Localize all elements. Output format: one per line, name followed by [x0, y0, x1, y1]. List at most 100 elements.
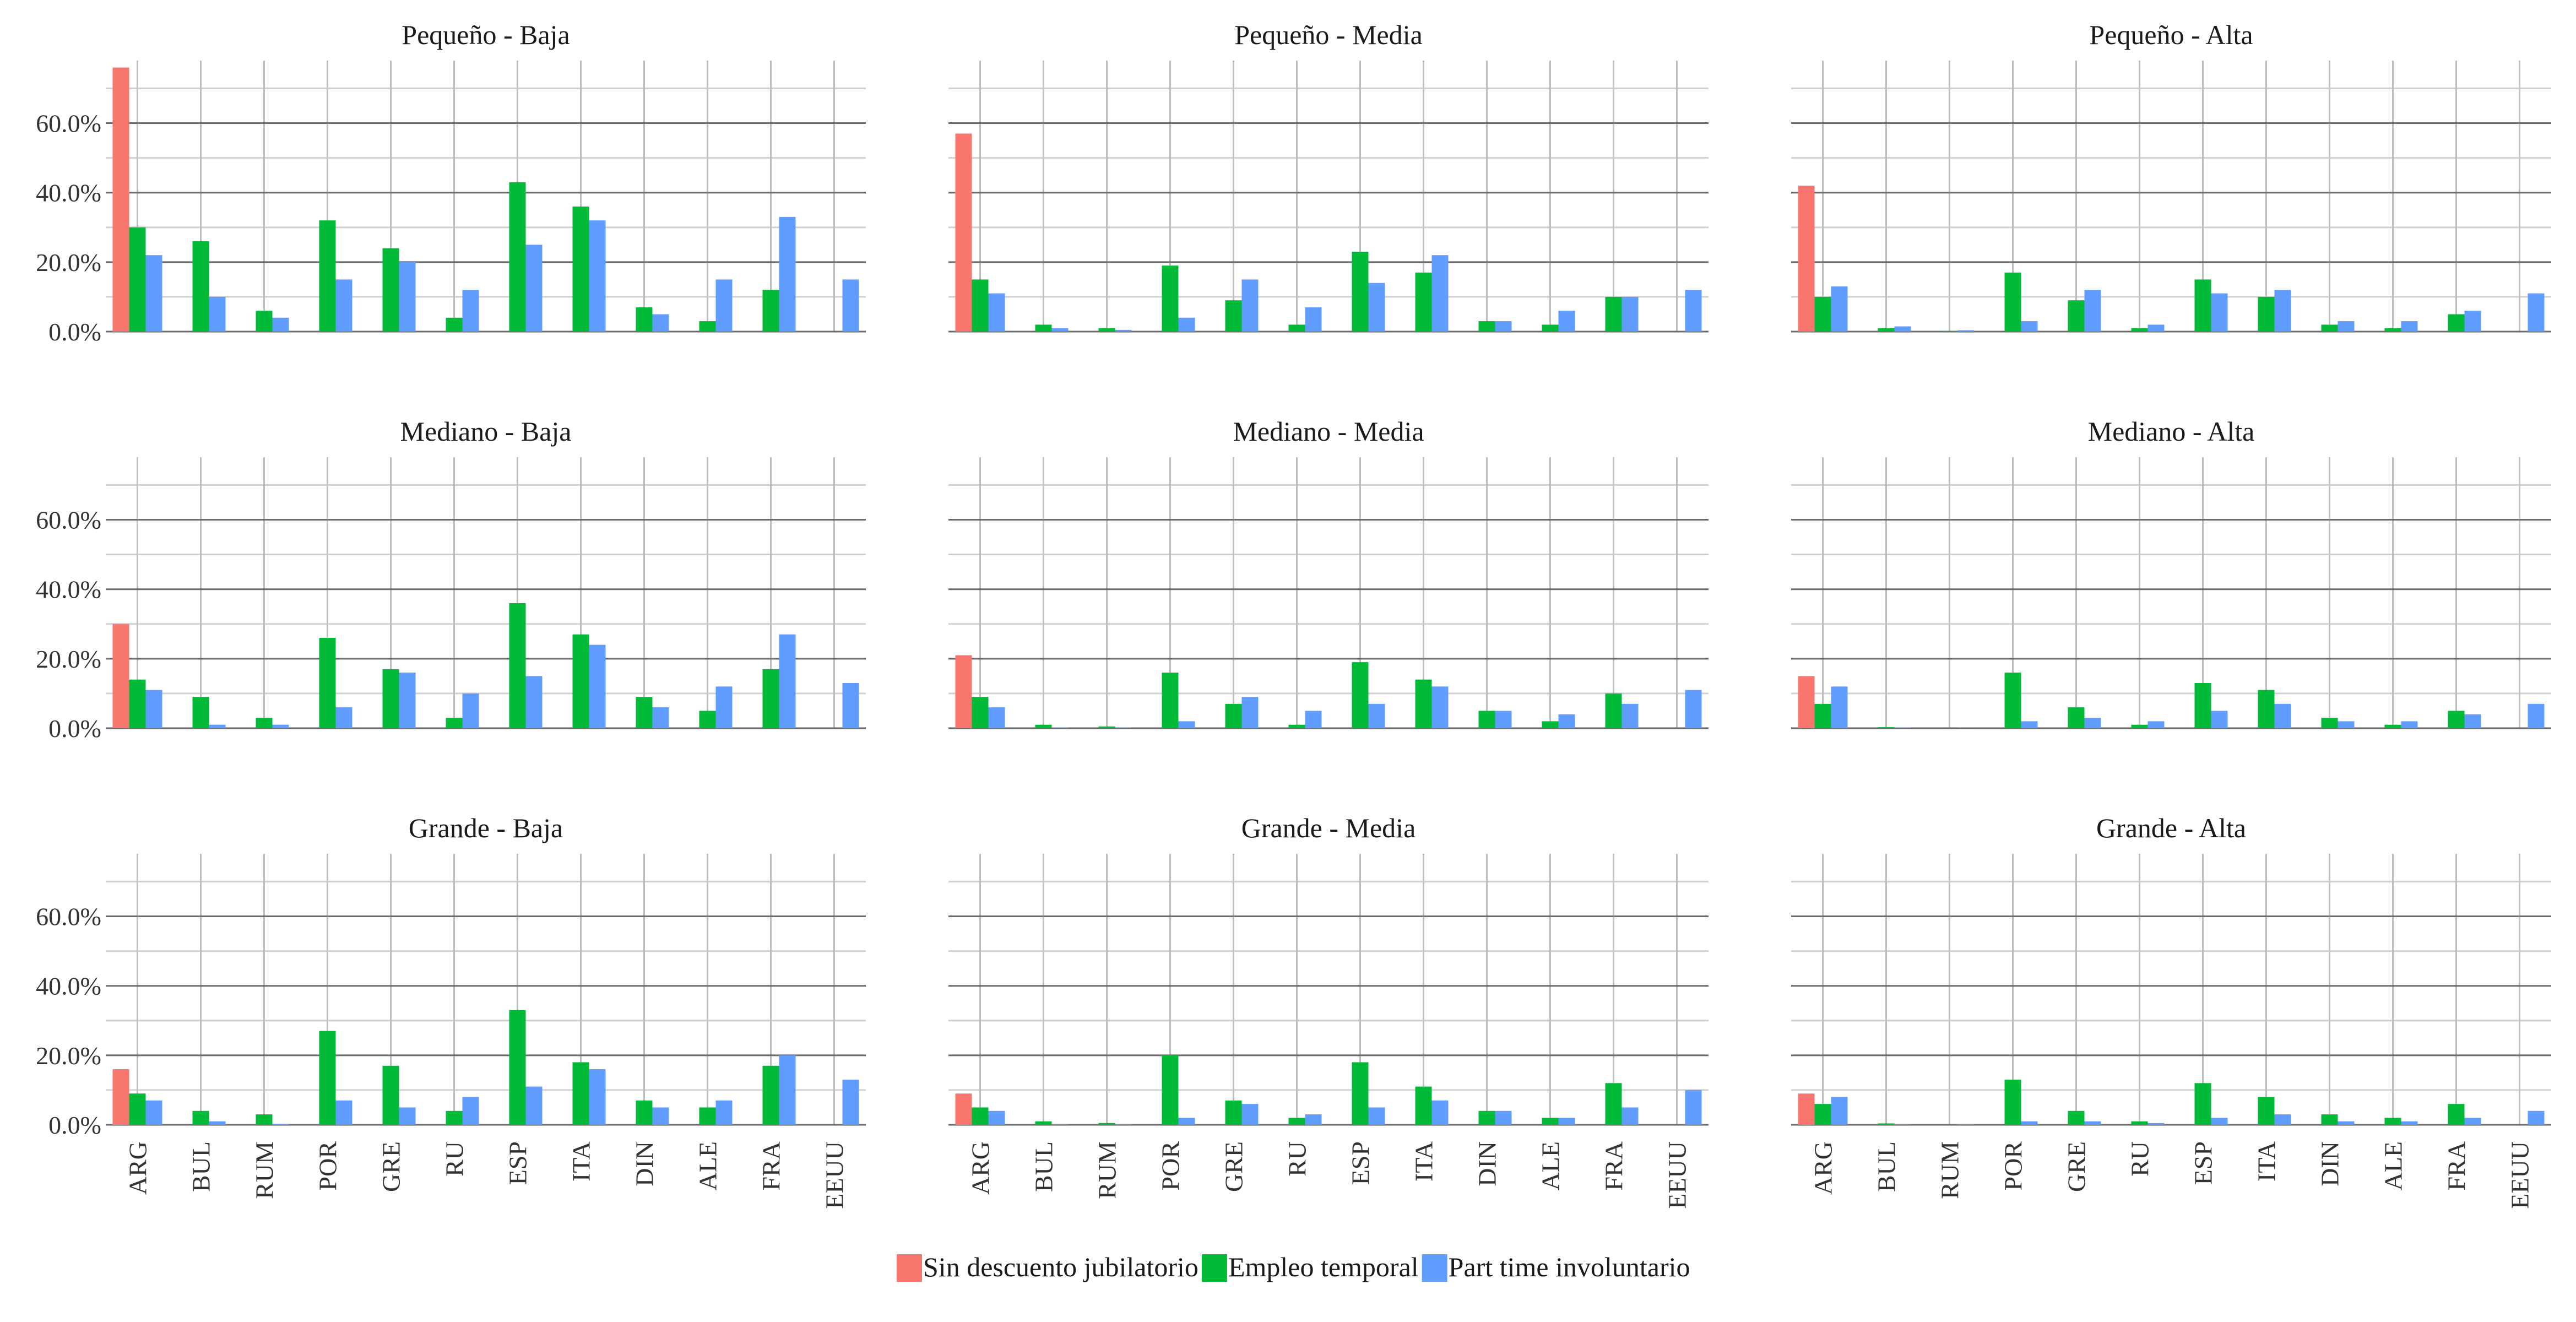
bar: [1558, 1118, 1575, 1125]
bar: [1957, 1124, 1975, 1125]
bar: [699, 321, 716, 332]
x-tick-label: RUM: [1093, 1141, 1121, 1199]
x-tick-label: POR: [1157, 1141, 1185, 1191]
bar: [2147, 721, 2165, 728]
legend-label: Part time involuntario: [1449, 1251, 1690, 1282]
bar: [652, 707, 669, 728]
bar: [2258, 1097, 2275, 1125]
legend-swatch: [1201, 1254, 1227, 1282]
bar: [1878, 727, 1895, 728]
bar: [145, 690, 162, 728]
panel: Mediano - Alta: [1791, 416, 2551, 729]
bar: [2464, 1118, 2481, 1125]
bar: [462, 1097, 479, 1125]
bar: [1798, 1093, 1815, 1125]
bar: [462, 290, 479, 332]
bar: [2068, 707, 2085, 728]
x-tick-label: ITA: [2253, 1141, 2281, 1182]
bar: [1415, 1086, 1432, 1125]
bar: [1035, 1121, 1052, 1125]
legend-swatch: [1422, 1254, 1447, 1282]
x-tick-label: ESP: [2189, 1141, 2217, 1185]
panel-title: Mediano - Baja: [400, 416, 571, 447]
bar: [1478, 321, 1495, 332]
bar: [636, 1100, 653, 1125]
bar: [1162, 266, 1179, 332]
panel: 0.0% 20.0% 40.0% 60.0% Grande - Baja: [36, 812, 866, 1139]
bar: [2321, 718, 2338, 728]
bar: [1478, 711, 1495, 728]
y-tick-label: 0.0%: [48, 1111, 101, 1139]
bar: [1368, 703, 1385, 728]
bar: [762, 1065, 779, 1125]
bar: [2401, 721, 2418, 728]
y-tick-label: 60.0%: [36, 506, 101, 534]
bar: [319, 220, 336, 332]
bar: [1241, 1104, 1259, 1125]
bar: [2084, 718, 2101, 728]
bar: [2021, 721, 2038, 728]
bar: [1542, 324, 1559, 332]
x-tick-label: BUL: [1030, 1141, 1058, 1192]
bar: [1098, 726, 1115, 728]
x-tick-label: BUL: [187, 1141, 215, 1192]
x-tick-label: ESP: [504, 1141, 532, 1185]
bar: [509, 182, 526, 332]
bar: [1831, 286, 1848, 332]
panel-title: Pequeño - Baja: [402, 19, 570, 50]
bar: [715, 1100, 733, 1125]
bar: [842, 683, 859, 728]
bar: [1558, 311, 1575, 332]
bar: [1495, 321, 1512, 332]
bar: [2131, 724, 2148, 728]
bar: [1831, 686, 1848, 728]
bar: [1495, 1110, 1512, 1125]
x-tick-label: DIN: [631, 1141, 659, 1186]
bar: [1878, 1123, 1895, 1125]
bar: [2004, 272, 2021, 332]
panel-title: Grande - Alta: [2096, 812, 2246, 843]
bar: [955, 655, 972, 728]
panel-title: Pequeño - Media: [1234, 19, 1423, 50]
x-tick-label: ESP: [1347, 1141, 1375, 1185]
bar: [1225, 703, 1242, 728]
bar: [1605, 296, 1622, 332]
bar: [209, 724, 226, 728]
bar: [2021, 1121, 2038, 1125]
legend-swatch: [897, 1254, 922, 1282]
x-tick-label: FRA: [1600, 1141, 1628, 1190]
bar: [2321, 324, 2338, 332]
x-tick-label: FRA: [757, 1141, 785, 1190]
x-tick-label: ARG: [967, 1141, 995, 1195]
panel-title: Grande - Media: [1241, 812, 1416, 843]
bar: [972, 279, 989, 332]
bar: [446, 317, 463, 332]
bar: [209, 1121, 226, 1125]
bar: [1478, 1110, 1495, 1125]
bar: [2131, 328, 2148, 332]
bar: [1225, 300, 1242, 332]
bar: [509, 1010, 526, 1125]
bar: [525, 245, 543, 332]
bar: [972, 697, 989, 728]
bar: [335, 1100, 352, 1125]
bar: [1162, 1055, 1179, 1125]
bar: [2321, 1114, 2338, 1125]
bar: [2448, 314, 2465, 332]
panel: Grande - Alta: [1791, 812, 2551, 1126]
bar: [1098, 1123, 1115, 1125]
bar: [1288, 324, 1305, 332]
bar: [2258, 296, 2275, 332]
bar: [2528, 293, 2545, 332]
bar: [2258, 690, 2275, 728]
bar: [1415, 272, 1432, 332]
x-tick-label: RUM: [251, 1141, 279, 1199]
bar: [955, 1093, 972, 1125]
bar: [192, 241, 209, 332]
bar: [2401, 1121, 2418, 1125]
bar: [256, 1114, 273, 1125]
x-tick-label: GRE: [377, 1141, 405, 1192]
bar: [572, 206, 589, 332]
panel: Pequeño - Alta: [1791, 19, 2551, 333]
bar: [1431, 686, 1449, 728]
